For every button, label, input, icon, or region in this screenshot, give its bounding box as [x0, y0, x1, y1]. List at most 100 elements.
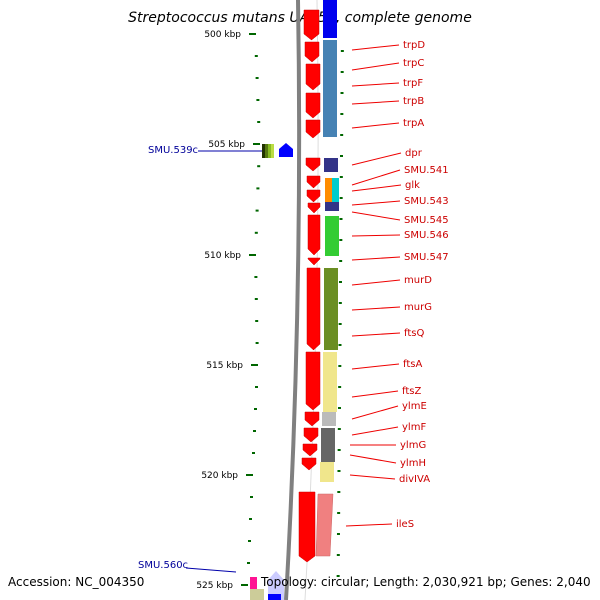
- left-cog-box: [250, 589, 264, 600]
- cog-box: [325, 216, 339, 256]
- label-leader-line: [351, 426, 399, 436]
- label-leader-line: [351, 122, 400, 129]
- cog-box: [332, 178, 339, 202]
- label-leader-line: [351, 332, 401, 337]
- minor-tick: [254, 408, 257, 410]
- cog-box: [324, 158, 338, 172]
- scale-tick-label: 510 kbp: [204, 251, 241, 261]
- minor-tick: [254, 276, 258, 278]
- label-leader-line: [351, 234, 401, 237]
- minor-tick: [255, 342, 259, 344]
- label-leader-line: [351, 256, 401, 261]
- gene-label: murD: [404, 275, 432, 286]
- label-leader-line: [349, 454, 397, 464]
- minor-tick: [337, 428, 341, 430]
- gene-label: trpF: [403, 78, 423, 89]
- left-cog-box: [262, 144, 265, 158]
- left-genes: SMU.539c SMU.560c: [138, 143, 293, 600]
- gene-track: [298, 9, 321, 563]
- minor-tick: [336, 533, 340, 535]
- cog-box: [321, 428, 335, 462]
- minor-tick: [256, 187, 260, 190]
- minor-tick: [255, 77, 259, 79]
- gene-arrow: [301, 457, 317, 471]
- label-leader-line: [351, 200, 401, 206]
- gene-label: ftsA: [403, 359, 422, 370]
- left-cog-box: [271, 144, 274, 158]
- cog-box: [323, 40, 337, 137]
- cog-box: [324, 268, 338, 350]
- gene-label: SMU.545: [404, 215, 449, 226]
- label-leader-line: [351, 152, 402, 166]
- gene-arrow: [305, 92, 321, 119]
- left-cog-box: [250, 577, 257, 589]
- label-leader-line: [351, 184, 402, 192]
- minor-tick: [337, 512, 341, 514]
- cog-box: [315, 493, 334, 557]
- backbone-line: [284, 0, 302, 600]
- gene-label: murG: [404, 302, 432, 313]
- gene-label: ileS: [396, 519, 414, 530]
- minor-tick: [255, 320, 259, 322]
- cog-box: [325, 178, 332, 202]
- cog-box: [322, 412, 336, 426]
- gene-label: SMU.541: [404, 165, 449, 176]
- gene-arrow: [306, 189, 321, 203]
- cog-track: [315, 0, 339, 557]
- minor-tick: [337, 407, 341, 409]
- label-leader-line: [351, 211, 401, 221]
- label-leader-line: [351, 405, 399, 420]
- minor-tick: [249, 518, 252, 520]
- minor-tick: [338, 344, 342, 346]
- left-gene-label: SMU.560c: [138, 560, 188, 571]
- minor-tick: [253, 430, 256, 432]
- minor-tick: [337, 470, 341, 472]
- gene-arrow: [303, 427, 319, 443]
- minor-tick: [339, 260, 343, 262]
- minor-tick: [336, 554, 340, 556]
- gene-label: ylmE: [402, 401, 427, 412]
- minor-tick: [256, 99, 260, 101]
- gene-label: trpC: [403, 58, 424, 69]
- gene-arrow: [304, 411, 320, 427]
- minor-tick: [340, 50, 344, 52]
- accession-text: Accession: NC_004350: [8, 575, 144, 589]
- minor-tick: [250, 496, 253, 498]
- cog-box: [323, 0, 337, 38]
- gene-arrow: [307, 257, 321, 266]
- minor-tick: [340, 155, 343, 157]
- gene-label: ylmF: [402, 422, 426, 433]
- minor-tick: [247, 562, 250, 564]
- scale-tick-label: 515 kbp: [206, 361, 243, 371]
- minor-tick: [248, 540, 251, 542]
- minor-tick: [252, 452, 255, 454]
- minor-tick: [338, 365, 342, 367]
- minor-tick: [339, 239, 343, 241]
- minor-tick: [255, 386, 258, 388]
- gene-arrow: [305, 63, 321, 91]
- gene-label: trpB: [403, 96, 424, 107]
- gene-label: divIVA: [399, 474, 430, 485]
- gene-label: ylmH: [400, 458, 426, 469]
- minor-tick: [338, 323, 342, 325]
- minor-tick: [254, 55, 258, 57]
- left-cog-box: [265, 144, 268, 158]
- minor-tick: [339, 176, 343, 178]
- left-gene-arrow: [268, 594, 281, 600]
- gene-label: SMU.546: [404, 230, 449, 241]
- scale-tick-label: 520 kbp: [201, 471, 238, 481]
- left-cog-box: [268, 144, 271, 158]
- minor-tick: [339, 197, 343, 199]
- gene-arrow: [307, 214, 321, 256]
- scale-tick-label: 500 kbp: [204, 30, 241, 40]
- minor-tick: [340, 71, 344, 73]
- gene-label: SMU.547: [404, 252, 449, 263]
- minor-tick: [255, 209, 259, 212]
- label-leader-line: [351, 363, 400, 370]
- label-leader-line: [351, 169, 401, 186]
- label-leader-line: [351, 82, 400, 87]
- cog-box: [325, 202, 339, 211]
- minor-tick: [340, 113, 344, 115]
- gene-arrow: [307, 202, 321, 214]
